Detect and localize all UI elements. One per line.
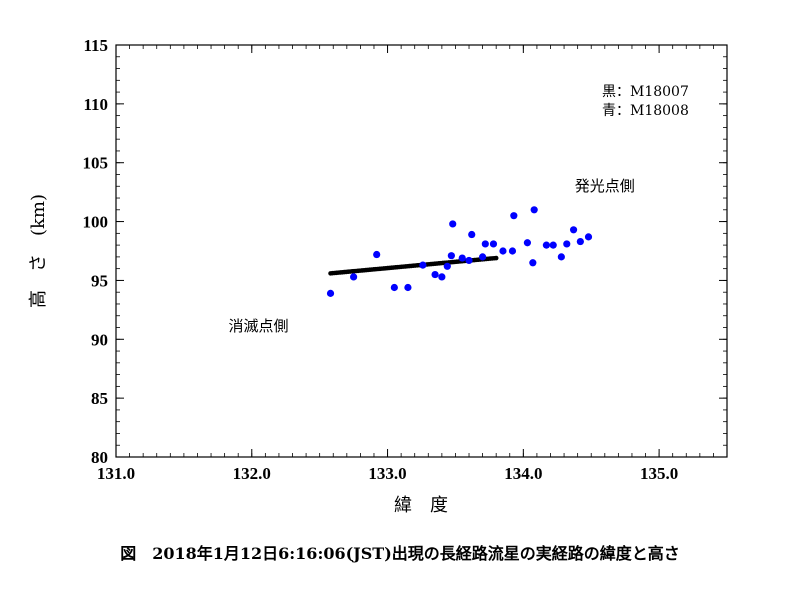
data-point-blue [481,240,489,248]
y-tick-label: 100 [83,213,109,232]
y-axis-title: 高 さ (km) [28,194,49,308]
series-black-points [328,255,499,276]
data-point-blue [479,253,487,261]
data-point-blue [419,261,427,269]
y-tick-label: 90 [91,330,108,349]
plot-area [115,44,728,458]
y-tick-label: 95 [91,271,108,290]
data-point-blue [523,239,532,247]
data-point-blue [584,233,593,241]
data-point-blue [431,270,439,279]
x-tick-label: 133.0 [368,464,406,483]
data-point-blue [438,273,446,281]
data-point-blue [465,256,473,265]
data-point-blue [458,254,466,262]
data-point-blue [447,252,455,260]
data-point-blue [542,241,551,249]
x-axis-title: 緯 度 [394,495,448,516]
data-point-blue [404,283,412,292]
data-point-blue [449,220,457,228]
annotation-emission-side: 発光点側 [575,177,635,195]
tick-labels: 131.0 132.0 133.0 134.0 135.0 80 85 90 95 100 105 1… [83,36,679,483]
y-tick-label: 115 [83,36,108,55]
data-point-blue [508,247,517,255]
data-point-blue [530,206,538,214]
data-point-blue [443,262,451,270]
chart: 131.0 132.0 133.0 134.0 135.0 80 85 90 95 100 105 1… [28,36,728,516]
data-point-blue [549,241,557,249]
x-tick-label: 134.0 [504,464,542,483]
data-point-blue [350,273,358,281]
series-blue-points [326,206,593,297]
y-tick-label: 80 [91,448,108,467]
data-point-blue [468,230,476,239]
data-point-blue [489,240,498,248]
annotation-extinction-side: 消滅点側 [229,317,289,335]
figure-caption: 図 2018年1月12日6:16:06(JST)出現の長経路流星の実経路の緯度と… [120,544,680,563]
y-tick-label: 110 [83,95,108,114]
data-point-blue [499,247,507,255]
data-point-blue [390,283,398,292]
data-point-blue [326,289,335,297]
data-point-blue [373,250,381,259]
legend-line-2: 青：M18008 [602,103,689,119]
y-tick-label: 85 [91,389,108,408]
x-tick-label: 132.0 [233,464,271,483]
legend-line-1: 黒：M18007 [602,84,689,100]
data-point-blue [563,240,571,248]
data-point-blue [576,237,584,246]
data-point-blue [510,212,518,220]
axis-ticks [115,44,728,458]
x-tick-label: 131.0 [97,464,135,483]
y-tick-label: 105 [83,154,109,173]
data-point-blue [557,253,565,261]
data-point-blue [529,259,537,267]
data-point-blue [569,226,578,234]
data-point-black [493,255,499,261]
x-tick-label: 135.0 [640,464,678,483]
